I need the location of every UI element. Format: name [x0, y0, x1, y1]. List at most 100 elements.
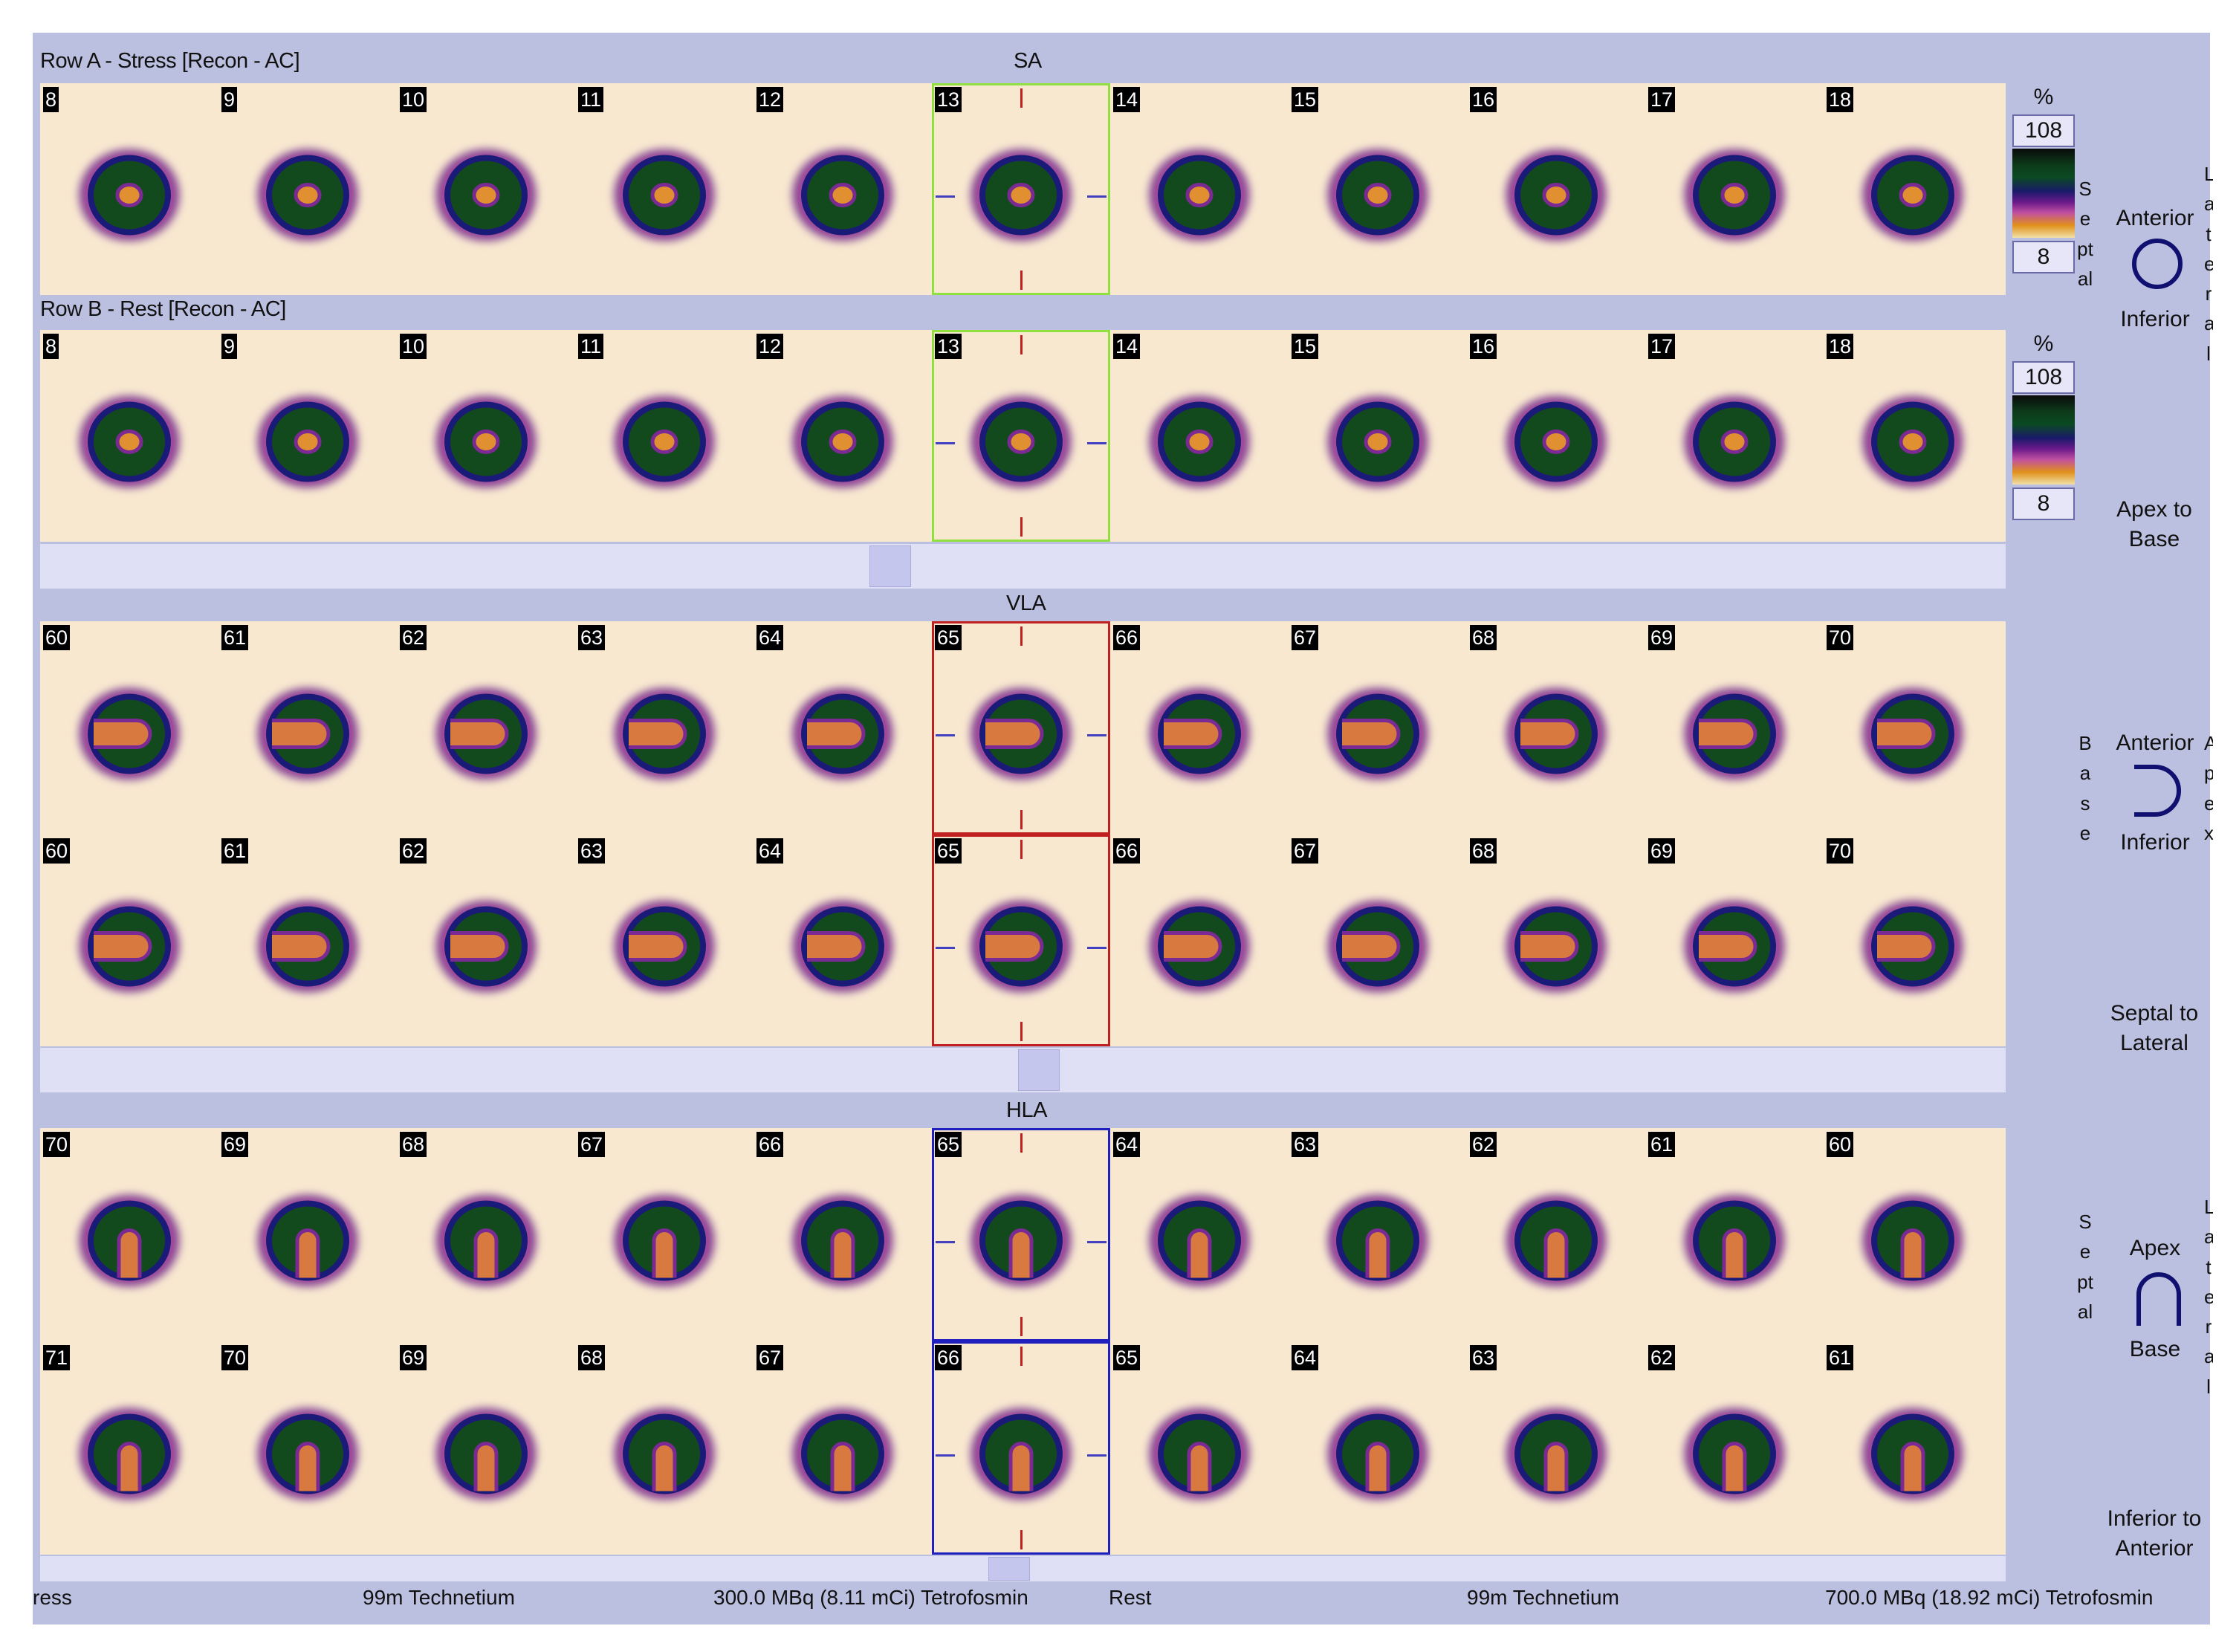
hla-scrollbar[interactable]	[40, 1556, 2006, 1581]
slice-cell[interactable]: 18	[1824, 330, 2002, 542]
slice-cell[interactable]: 70	[218, 1341, 397, 1555]
slice-cell[interactable]: 67	[575, 1128, 754, 1341]
footer-stress-dose: 300.0 MBq (8.11 mCi) Tetrofosmin	[713, 1586, 1028, 1609]
slice-cell[interactable]: 63	[575, 621, 754, 835]
slice-cell[interactable]: 61	[218, 621, 397, 835]
slice-cell[interactable]: 61	[1824, 1341, 2002, 1555]
slice-cell[interactable]: 63	[575, 835, 754, 1046]
slice-number: 8	[43, 334, 59, 359]
selected-slice-frame[interactable]	[932, 1341, 1110, 1555]
sa-right-orientation: Lateral	[2204, 163, 2213, 365]
slice-cell[interactable]: 71	[40, 1341, 218, 1555]
slice-cell[interactable]: 10	[397, 330, 575, 542]
slice-number: 11	[578, 334, 604, 359]
slice-cell[interactable]: 67	[1289, 835, 1467, 1046]
slice-cell[interactable]: 70	[40, 1128, 218, 1341]
scale-max-field[interactable]: 108	[2012, 361, 2075, 394]
slice-cell[interactable]: 65	[932, 621, 1110, 835]
crosshair-tick	[1020, 810, 1023, 829]
slice-cell[interactable]: 60	[1824, 1128, 2002, 1341]
slice-cell[interactable]: 61	[218, 835, 397, 1046]
slice-cell[interactable]: 10	[397, 83, 575, 295]
slice-cell[interactable]: 16	[1467, 83, 1645, 295]
slice-cell[interactable]: 65	[1110, 1341, 1289, 1555]
slice-cell[interactable]: 63	[1289, 1128, 1467, 1341]
slice-cell[interactable]: 61	[1645, 1128, 1824, 1341]
slice-cell[interactable]: 70	[1824, 621, 2002, 835]
vla-stress-panel[interactable]: 60 61 62 63 64 65 66 67 68 69 70	[40, 621, 2006, 835]
slice-cell[interactable]: 66	[1110, 621, 1289, 835]
slice-cell[interactable]: 70	[1824, 835, 2002, 1046]
hla-stress-panel[interactable]: 70 69 68 67 66 65 64 63 62 61 60	[40, 1128, 2006, 1341]
sa-scrollbar[interactable]	[40, 544, 2006, 589]
slice-cell[interactable]: 17	[1645, 330, 1824, 542]
slice-cell[interactable]: 67	[1289, 621, 1467, 835]
hla-scroll-thumb[interactable]	[988, 1557, 1030, 1581]
slice-cell[interactable]: 66	[1110, 835, 1289, 1046]
hla-rest-panel[interactable]: 71 70 69 68 67 66 65 64 63 62 61	[40, 1341, 2006, 1555]
scale-max-field[interactable]: 108	[2012, 114, 2075, 147]
scale-unit: %	[2033, 331, 2054, 356]
scale-min-field[interactable]: 8	[2012, 241, 2075, 273]
slice-cell[interactable]: 67	[754, 1341, 932, 1555]
slice-cell[interactable]: 69	[218, 1128, 397, 1341]
crosshair-tick	[1020, 1317, 1023, 1336]
slice-cell[interactable]: 11	[575, 83, 754, 295]
slice-cell[interactable]: 64	[754, 621, 932, 835]
slice-cell[interactable]: 16	[1467, 330, 1645, 542]
slice-cell[interactable]: 66	[754, 1128, 932, 1341]
slice-cell[interactable]: 65	[932, 835, 1110, 1046]
slice-number: 66	[1113, 838, 1141, 864]
slice-cell[interactable]: 66	[932, 1341, 1110, 1555]
slice-cell[interactable]: 60	[40, 835, 218, 1046]
slice-cell[interactable]: 9	[218, 83, 397, 295]
slice-cell[interactable]: 8	[40, 330, 218, 542]
scale-min-field[interactable]: 8	[2012, 487, 2075, 520]
slice-cell[interactable]: 13	[932, 330, 1110, 542]
slice-number: 63	[1470, 1345, 1497, 1370]
slice-cell[interactable]: 63	[1467, 1341, 1645, 1555]
slice-number: 70	[1827, 625, 1854, 650]
slice-cell[interactable]: 13	[932, 83, 1110, 295]
slice-cell[interactable]: 14	[1110, 330, 1289, 542]
selected-slice-frame[interactable]	[932, 835, 1110, 1046]
vla-rest-panel[interactable]: 60 61 62 63 64 65 66 67 68 69 70	[40, 835, 2006, 1046]
slice-cell[interactable]: 62	[1645, 1341, 1824, 1555]
slice-cell[interactable]: 12	[754, 330, 932, 542]
viewer-window: Row A - Stress [Recon - AC] SA 8 9 10 11 12 1…	[33, 33, 2213, 1625]
slice-cell[interactable]: 11	[575, 330, 754, 542]
slice-cell[interactable]: 68	[1467, 621, 1645, 835]
slice-cell[interactable]: 8	[40, 83, 218, 295]
selected-slice-frame[interactable]	[932, 83, 1110, 295]
slice-cell[interactable]: 68	[397, 1128, 575, 1341]
selected-slice-frame[interactable]	[932, 1128, 1110, 1341]
slice-cell[interactable]: 69	[1645, 621, 1824, 835]
slice-cell[interactable]: 68	[1467, 835, 1645, 1046]
slice-cell[interactable]: 69	[1645, 835, 1824, 1046]
selected-slice-frame[interactable]	[932, 330, 1110, 542]
slice-cell[interactable]: 15	[1289, 330, 1467, 542]
slice-cell[interactable]: 64	[1110, 1128, 1289, 1341]
slice-cell[interactable]: 62	[397, 835, 575, 1046]
vla-scrollbar[interactable]	[40, 1048, 2006, 1092]
slice-cell[interactable]: 18	[1824, 83, 2002, 295]
slice-cell[interactable]: 62	[397, 621, 575, 835]
slice-number: 70	[43, 1132, 71, 1157]
sa-rest-panel[interactable]: 8 9 10 11 12 13 14 15 16 17 18	[40, 330, 2006, 542]
slice-cell[interactable]: 12	[754, 83, 932, 295]
slice-cell[interactable]: 65	[932, 1128, 1110, 1341]
slice-cell[interactable]: 68	[575, 1341, 754, 1555]
selected-slice-frame[interactable]	[932, 621, 1110, 835]
slice-cell[interactable]: 64	[754, 835, 932, 1046]
slice-cell[interactable]: 69	[397, 1341, 575, 1555]
slice-cell[interactable]: 62	[1467, 1128, 1645, 1341]
slice-cell[interactable]: 15	[1289, 83, 1467, 295]
sa-scroll-thumb[interactable]	[869, 545, 911, 587]
slice-cell[interactable]: 17	[1645, 83, 1824, 295]
slice-cell[interactable]: 64	[1289, 1341, 1467, 1555]
slice-cell[interactable]: 14	[1110, 83, 1289, 295]
sa-stress-panel[interactable]: 8 9 10 11 12 13 14 15 16 17 18	[40, 83, 2006, 295]
slice-cell[interactable]: 9	[218, 330, 397, 542]
slice-cell[interactable]: 60	[40, 621, 218, 835]
vla-scroll-thumb[interactable]	[1018, 1049, 1060, 1091]
